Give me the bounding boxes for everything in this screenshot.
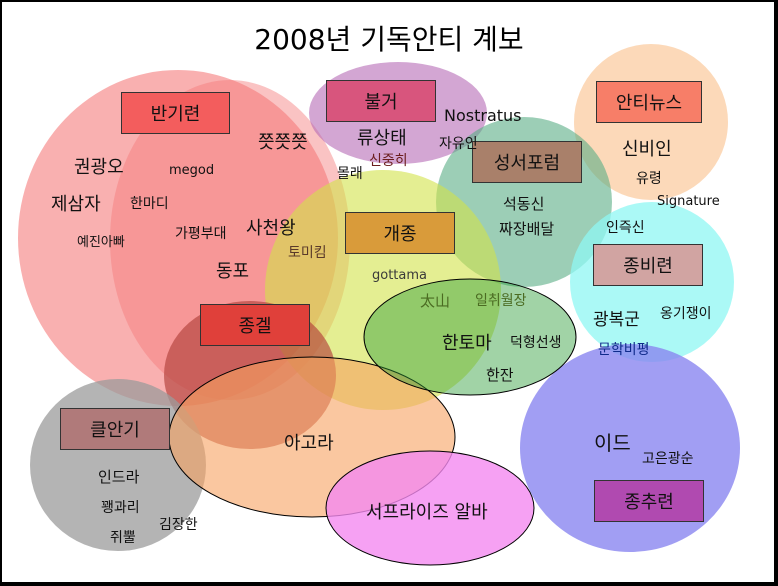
member-ide: 이드 [594, 431, 631, 455]
hantoma-region [363, 278, 577, 396]
group-label-bulgeo: 불거 [326, 80, 436, 122]
member-yejinappa: 예진아빠 [77, 235, 125, 250]
member-taesan: 太山 [420, 292, 451, 310]
member-jesamja: 제삼자 [51, 194, 101, 215]
group-label-seongseo: 성서포럼 [472, 141, 582, 183]
group-label-jongbiryeon: 종비련 [593, 244, 703, 286]
member-signature: Signature [657, 194, 720, 209]
member-dongpo: 동포 [216, 261, 250, 282]
member-yureong: 유령 [636, 171, 662, 187]
member-ilchwi: 일취월장 [475, 293, 527, 309]
member-hanmadi: 한마디 [130, 196, 169, 212]
member-kwongwango: 권광오 [74, 157, 124, 178]
group-label-keulangi: 클안기 [60, 408, 170, 450]
member-munhak: 문학비평 [598, 342, 650, 358]
surprise-region [325, 450, 535, 566]
member-megod: megod [169, 163, 215, 178]
group-label-antinews: 안티뉴스 [596, 81, 702, 123]
member-nostratus: Nostratus [444, 106, 522, 125]
member-sinbiin: 신비인 [622, 139, 672, 160]
member-hantoma: 한토마 [442, 333, 492, 354]
member-jjaengguari: 꽹과리 [101, 500, 140, 516]
member-seokdongsin: 석동신 [503, 195, 545, 213]
member-sacheonwang: 사천왕 [246, 218, 296, 239]
group-label-jongchuryeon: 종추련 [594, 480, 704, 522]
member-ryusangtae: 류상태 [357, 128, 407, 149]
member-jayuin: 자유인 [439, 136, 478, 152]
member-injeuksin: 인즉신 [606, 220, 645, 236]
member-indra: 인드라 [98, 468, 140, 486]
member-onggi: 옹기쟁이 [660, 306, 712, 322]
group-label-gaejong: 개종 [345, 212, 455, 254]
member-gimjanghan: 김장한 [159, 517, 198, 533]
member-goeungwangsun: 고은광순 [642, 451, 694, 467]
group-label-bangiryeon: 반기련 [121, 92, 230, 134]
member-agora: 아고라 [284, 433, 334, 454]
member-tomikim: 토미킴 [288, 245, 327, 261]
member-jjajang: 짜장배달 [499, 220, 555, 238]
member-jjjj: 쯧쯧쯧 [258, 132, 308, 153]
diagram-title: 2008년 기독안티 계보 [254, 23, 524, 56]
member-gwangbokgun: 광복군 [593, 310, 640, 330]
member-deokhyeong: 덕형선생 [510, 335, 562, 351]
member-gapyeong: 가평부대 [175, 226, 227, 242]
member-hanjan: 한잔 [486, 366, 514, 384]
member-mollae: 몰래 [337, 166, 363, 182]
member-jwiddul: 쥐뿔 [110, 530, 136, 546]
member-sinjunghee: 신중히 [369, 153, 408, 169]
member-gottama: gottama [372, 268, 427, 283]
member-surprise: 서프라이즈 알바 [366, 502, 488, 523]
group-label-jonggeol: 종겔 [200, 304, 310, 346]
